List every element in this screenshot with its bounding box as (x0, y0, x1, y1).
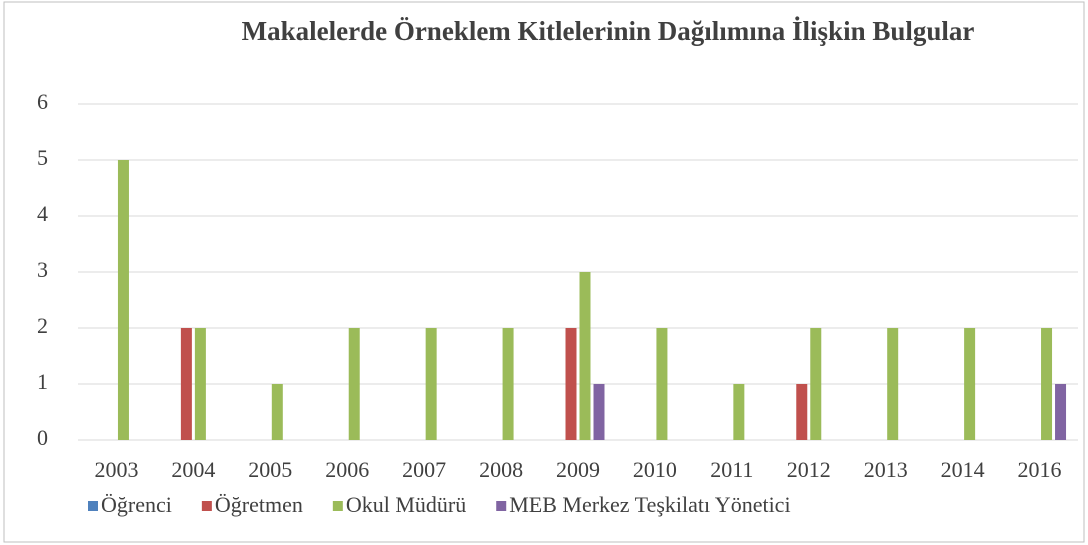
x-tick-label: 2007 (402, 457, 446, 482)
legend-swatch (332, 501, 343, 511)
bar (656, 328, 668, 440)
x-tick-label: 2006 (325, 457, 369, 482)
x-tick-label: 2013 (864, 457, 908, 482)
bar (502, 328, 514, 440)
y-tick-label: 2 (37, 313, 48, 338)
bar (810, 328, 822, 440)
bar (271, 384, 283, 440)
legend-swatch (88, 501, 98, 511)
bar (593, 384, 605, 440)
legend-swatch (201, 501, 212, 511)
bar (348, 328, 360, 440)
bar (1041, 328, 1053, 440)
bar (180, 328, 192, 440)
x-tick-label: 2009 (556, 457, 600, 482)
legend-label: Öğrenci (101, 492, 172, 517)
x-tick-label: 2011 (710, 457, 753, 482)
y-tick-label: 1 (37, 369, 48, 394)
legend-label: Öğretmen (215, 492, 303, 517)
x-tick-label: 2004 (171, 457, 215, 482)
bar (887, 328, 899, 440)
bar (1055, 384, 1067, 440)
y-tick-label: 6 (37, 89, 48, 114)
x-tick-label: 2010 (633, 457, 677, 482)
bar (579, 272, 591, 440)
bar (117, 160, 129, 440)
y-tick-label: 0 (37, 425, 48, 450)
legend-label: Okul Müdürü (346, 492, 466, 517)
bar (194, 328, 206, 440)
x-tick-label: 2012 (787, 457, 831, 482)
bar (565, 328, 577, 440)
x-tick-label: 2016 (1018, 457, 1062, 482)
bar (796, 384, 808, 440)
x-tick-label: 2005 (248, 457, 292, 482)
x-tick-label: 2003 (94, 457, 138, 482)
bar (425, 328, 437, 440)
bar (733, 384, 745, 440)
chart-title: Makalelerde Örneklem Kitlelerinin Dağılı… (241, 16, 975, 46)
y-tick-label: 5 (37, 145, 48, 170)
legend-swatch (496, 501, 507, 511)
x-tick-label: 2014 (941, 457, 985, 482)
y-tick-label: 3 (37, 257, 48, 282)
y-tick-label: 4 (37, 201, 48, 226)
chart-border (3, 1, 1085, 543)
x-tick-label: 2008 (479, 457, 523, 482)
legend-label: MEB Merkez Teşkilatı Yönetici (509, 492, 790, 517)
bar (964, 328, 976, 440)
